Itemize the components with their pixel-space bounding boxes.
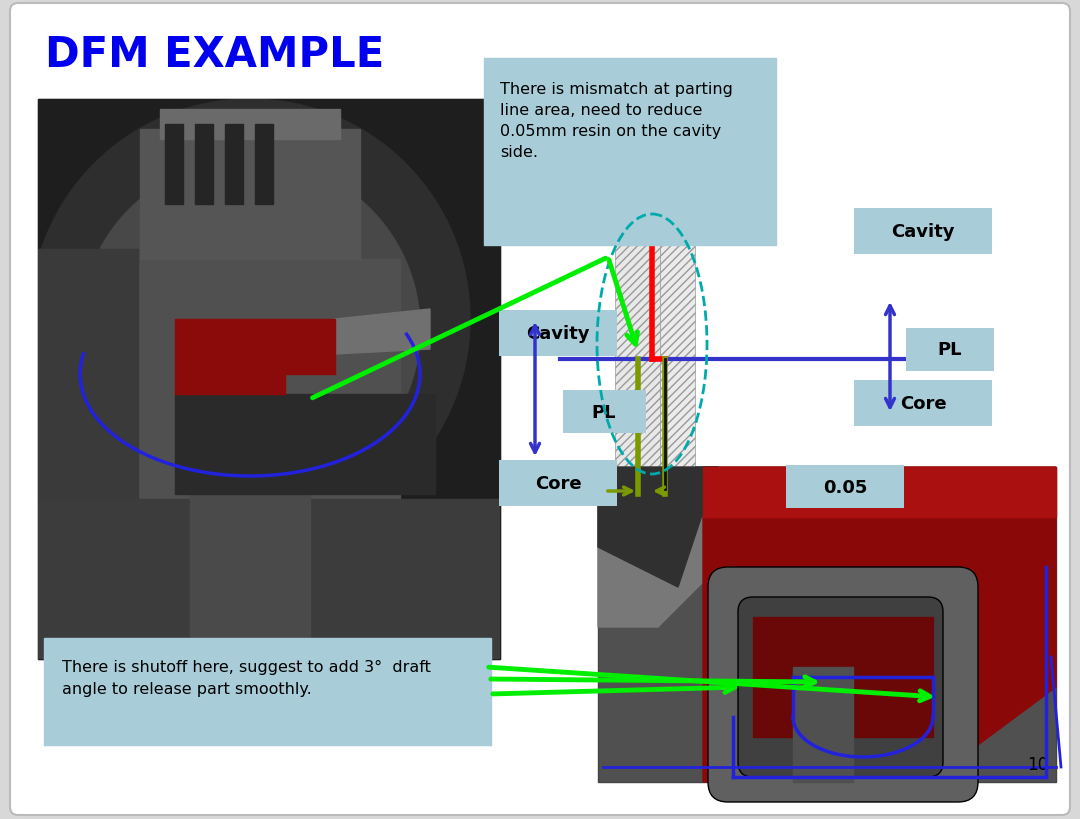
Bar [175,395,435,495]
Bar [660,200,696,495]
Circle shape [80,160,420,500]
Bar [100,260,400,509]
FancyBboxPatch shape [854,209,993,255]
Bar [160,110,340,140]
Text: Cavity: Cavity [526,324,590,342]
Bar [140,130,360,260]
Bar [753,618,933,737]
FancyBboxPatch shape [10,4,1070,815]
Polygon shape [598,468,718,627]
Circle shape [30,100,470,540]
FancyBboxPatch shape [499,310,617,356]
Text: Core: Core [900,395,946,413]
Bar [615,200,660,495]
FancyBboxPatch shape [563,391,646,433]
Polygon shape [703,468,1056,782]
FancyBboxPatch shape [708,568,978,802]
Text: Core: Core [535,474,581,492]
Text: Cavity: Cavity [891,223,955,241]
Text: DFM EXAMPLE: DFM EXAMPLE [45,34,384,76]
Text: 10: 10 [1027,755,1049,773]
Bar [38,250,138,590]
FancyBboxPatch shape [38,100,500,659]
FancyBboxPatch shape [484,59,777,246]
Polygon shape [175,319,335,395]
Text: PL: PL [592,404,617,422]
FancyBboxPatch shape [738,597,943,777]
Bar [190,490,310,659]
Text: There is shutoff here, suggest to add 3°  draft
angle to release part smoothly.: There is shutoff here, suggest to add 3°… [62,659,431,696]
Bar [225,124,243,205]
Polygon shape [335,310,430,355]
FancyBboxPatch shape [906,328,994,372]
Bar [793,667,853,782]
FancyBboxPatch shape [44,638,491,745]
Polygon shape [703,468,1056,518]
Bar [255,124,273,205]
Bar [165,124,183,205]
FancyBboxPatch shape [854,381,993,427]
Text: There is mismatch at parting
line area, need to reduce
0.05mm resin on the cavit: There is mismatch at parting line area, … [500,82,733,160]
FancyBboxPatch shape [499,460,617,506]
Bar [38,100,500,659]
Bar [598,468,1056,782]
FancyBboxPatch shape [786,465,904,509]
Bar [38,500,500,659]
Bar [195,124,213,205]
Text: PL: PL [937,341,962,359]
Text: 0.05: 0.05 [823,478,867,496]
Polygon shape [598,468,718,587]
